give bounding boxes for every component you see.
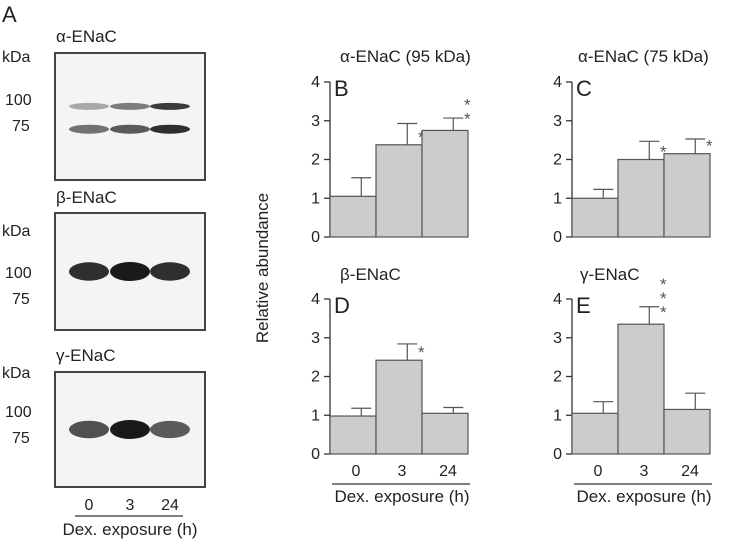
- significance-star: *: [706, 137, 713, 156]
- chart-d: β-ENaC D 0 1 2 3 4 0 * 3 24 Dex. exposure (h): [311, 265, 470, 506]
- y-tick-label: 2: [311, 152, 320, 169]
- y-tick-label: 2: [553, 152, 562, 169]
- bar: [571, 197, 619, 238]
- bar: [571, 412, 619, 455]
- x-tick-label: 3: [640, 463, 649, 480]
- blot-band: [69, 102, 109, 110]
- blot-gamma: γ-ENaC kDa 100 75: [2, 346, 206, 488]
- bar: [375, 144, 423, 238]
- blot-alpha-marker-75: 75: [12, 118, 30, 135]
- y-tick-label: 4: [311, 291, 320, 308]
- significance-star: *: [464, 109, 471, 128]
- blot-gamma-kda: kDa: [2, 365, 31, 382]
- blot-alpha-marker-100: 100: [5, 92, 32, 109]
- blot-lane-label: 0: [85, 497, 94, 514]
- x-tick-label: 24: [439, 463, 457, 480]
- blot-band: [150, 420, 190, 439]
- bar: [329, 195, 377, 238]
- bar: [329, 415, 377, 455]
- y-tick-label: 1: [311, 190, 320, 207]
- chart-title: α-ENaC (75 kDa): [578, 47, 709, 66]
- blot-xlabel: Dex. exposure (h): [62, 520, 197, 539]
- blot-band: [150, 124, 190, 134]
- significance-star: *: [660, 303, 667, 322]
- significance-star: *: [418, 343, 425, 362]
- blot-band: [150, 102, 190, 110]
- panel-a-letter: A: [2, 2, 17, 27]
- y-tick-label: 2: [553, 369, 562, 386]
- bar: [421, 129, 469, 238]
- blot-lane-labels: 0 3 24 Dex. exposure (h): [62, 497, 197, 539]
- blot-beta: β-ENaC kDa 100 75: [2, 188, 206, 331]
- significance-star: *: [660, 275, 667, 294]
- bar: [375, 359, 423, 455]
- y-tick-label: 0: [553, 229, 562, 246]
- blot-band: [69, 262, 109, 281]
- blot-alpha-kda: kDa: [2, 49, 31, 66]
- chart-c: α-ENaC (75 kDa) C 0 1 2 3 4 * *: [553, 47, 713, 246]
- chart-title: β-ENaC: [340, 265, 401, 284]
- blot-band: [110, 420, 150, 439]
- significance-star: *: [464, 95, 471, 114]
- y-tick-label: 4: [311, 74, 320, 91]
- y-tick-label: 0: [553, 446, 562, 463]
- y-tick-label: 0: [311, 229, 320, 246]
- panel-letter: E: [576, 293, 591, 318]
- blot-band: [110, 262, 150, 281]
- y-tick-label: 1: [553, 190, 562, 207]
- bar: [663, 153, 711, 238]
- blot-gamma-title: γ-ENaC: [56, 346, 116, 365]
- blot-band: [69, 124, 109, 134]
- blot-alpha-membrane: [54, 52, 206, 181]
- y-tick-label: 0: [311, 446, 320, 463]
- blot-beta-marker-100: 100: [5, 265, 32, 282]
- chart-title: α-ENaC (95 kDa): [340, 47, 471, 66]
- blot-lane-label: 3: [126, 497, 135, 514]
- y-axis-label: Relative abundance: [253, 193, 272, 343]
- bar: [617, 323, 665, 455]
- chart-title: γ-ENaC: [580, 265, 640, 284]
- x-axis-label: Dex. exposure (h): [334, 487, 469, 506]
- panel-letter: B: [334, 76, 349, 101]
- panel-letter: C: [576, 76, 592, 101]
- blot-band: [150, 262, 190, 281]
- x-axis-label: Dex. exposure (h): [576, 487, 711, 506]
- y-tick-label: 3: [311, 113, 320, 130]
- y-tick-label: 4: [553, 74, 562, 91]
- x-tick-label: 3: [398, 463, 407, 480]
- y-tick-label: 1: [553, 407, 562, 424]
- panel-letter: D: [334, 293, 350, 318]
- bar: [663, 408, 711, 455]
- significance-star: *: [660, 289, 667, 308]
- y-tick-label: 4: [553, 291, 562, 308]
- blot-alpha: α-ENaC kDa 100 75: [2, 27, 206, 181]
- blot-band: [110, 102, 150, 110]
- bar: [617, 158, 665, 238]
- y-tick-label: 2: [311, 369, 320, 386]
- blot-band: [110, 124, 150, 134]
- blot-beta-title: β-ENaC: [56, 188, 117, 207]
- y-tick-label: 1: [311, 407, 320, 424]
- blot-gamma-marker-75: 75: [12, 430, 30, 447]
- x-tick-label: 0: [352, 463, 361, 480]
- y-tick-label: 3: [553, 113, 562, 130]
- blot-gamma-marker-100: 100: [5, 404, 32, 421]
- blot-beta-marker-75: 75: [12, 291, 30, 308]
- bar: [421, 412, 469, 455]
- blot-beta-kda: kDa: [2, 223, 31, 240]
- y-tick-label: 3: [311, 330, 320, 347]
- blot-lane-label: 24: [161, 497, 179, 514]
- blot-band: [69, 420, 109, 439]
- x-tick-label: 24: [681, 463, 699, 480]
- blot-alpha-title: α-ENaC: [56, 27, 117, 46]
- y-tick-label: 3: [553, 330, 562, 347]
- x-tick-label: 0: [594, 463, 603, 480]
- significance-star: *: [660, 143, 667, 162]
